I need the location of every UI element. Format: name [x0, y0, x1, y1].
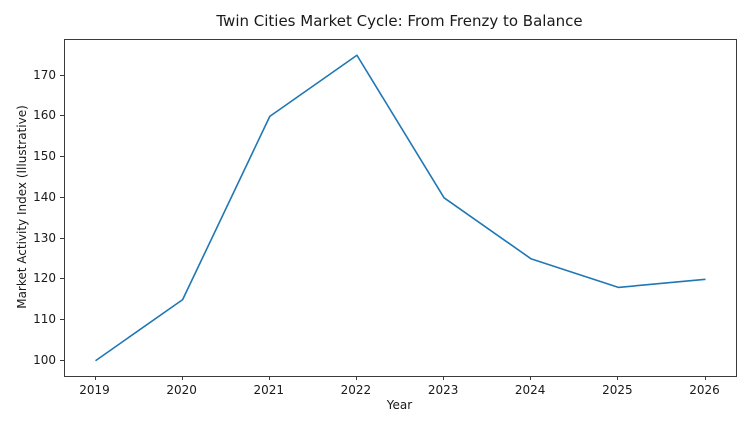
x-tick-mark	[355, 376, 357, 380]
x-tick-mark	[181, 376, 183, 380]
x-tick-mark	[443, 376, 445, 380]
y-tick-label: 150	[33, 149, 56, 164]
y-tick-mark	[60, 74, 64, 76]
y-tick-mark	[60, 156, 64, 158]
x-tick-label: 2022	[340, 383, 372, 397]
y-tick-mark	[60, 319, 64, 320]
x-tick-label: 2024	[514, 383, 546, 397]
x-tick-mark	[530, 376, 532, 380]
x-tick-mark	[617, 376, 619, 380]
y-tick-mark	[60, 237, 64, 239]
x-tick-mark	[704, 376, 706, 380]
y-tick-label: 100	[33, 352, 56, 367]
y-tick-mark	[60, 196, 64, 198]
x-tick-label: 2026	[689, 383, 720, 397]
line-chart-canvas	[95, 54, 706, 362]
x-tick-label: 2023	[427, 383, 459, 397]
y-tick-label: 160	[33, 108, 56, 123]
x-tick-label: 2025	[602, 383, 633, 397]
chart-title: Twin Cities Market Cycle: From Frenzy to…	[216, 12, 583, 30]
y-tick-label: 140	[33, 189, 56, 204]
x-tick-label: 2020	[166, 383, 197, 397]
y-tick-label: 170	[33, 67, 56, 82]
x-tick-mark	[94, 376, 96, 380]
y-tick-label: 110	[33, 312, 56, 326]
y-tick-label: 120	[33, 271, 56, 286]
y-tick-label: 130	[33, 230, 56, 245]
market-activity-line	[95, 54, 706, 362]
y-tick-mark	[60, 278, 64, 280]
x-tick-label: 2019	[79, 383, 110, 397]
plot-area	[64, 39, 737, 377]
x-tick-mark	[268, 376, 270, 380]
x-axis-label: Year	[386, 398, 413, 412]
x-tick-label: 2021	[253, 383, 285, 397]
y-tick-mark	[60, 359, 64, 361]
y-tick-mark	[60, 115, 64, 117]
